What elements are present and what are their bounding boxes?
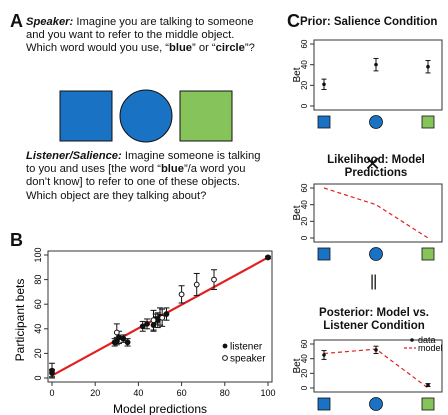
- speaker-text: Imagine you are talking to someone and y…: [26, 16, 254, 55]
- y-tick-label: 60: [300, 339, 309, 348]
- listener-text-2: ”/a word you don’t know] to refer to one…: [26, 163, 246, 202]
- y-tick-label: 80: [33, 275, 43, 285]
- legend-speaker-marker: [222, 355, 228, 361]
- plot-frame: [313, 183, 443, 243]
- green-square-stimulus: [179, 90, 233, 142]
- speaker-point: [178, 291, 185, 298]
- y-axis-label: Bet: [292, 205, 303, 220]
- y-tick-label: 40: [300, 200, 309, 209]
- listener-point: [265, 254, 271, 261]
- likelihood-chart: 0 20 40 60 Bet: [292, 183, 443, 261]
- plot-frame: [47, 250, 273, 383]
- speaker-point: [193, 281, 200, 288]
- x-tick-label: 0: [49, 388, 54, 398]
- y-tick-label: 20: [300, 368, 309, 377]
- x-tick-label: 80: [220, 388, 230, 398]
- speaker-point: [113, 329, 120, 336]
- plot-frame: [313, 39, 443, 111]
- listener-text-1: Imagine someone is talking to you and us…: [26, 150, 261, 176]
- speaker-word-blue: blue: [169, 42, 193, 55]
- listener-prompt: Listener/Salience: Imagine someone is ta…: [26, 150, 266, 203]
- x-tick-label: 100: [260, 388, 275, 398]
- stimulus-objects: [59, 89, 233, 143]
- y-tick-label: 0: [300, 385, 309, 390]
- speaker-point: [211, 276, 217, 283]
- posterior-title: Posterior: Model vs. Listener Condition: [319, 307, 429, 332]
- panel-c-letter: C: [287, 11, 300, 31]
- legend-model-label: model: [418, 343, 443, 353]
- speaker-word-circle: circle: [215, 42, 245, 55]
- data-point: [374, 348, 378, 352]
- y-axis-label: Bet: [292, 358, 303, 373]
- y-tick-label: 60: [33, 299, 43, 309]
- y-tick-label: 20: [300, 216, 309, 225]
- y-tick-label: 20: [33, 348, 43, 358]
- blue-square-icon: [317, 247, 331, 261]
- times-symbol: ×: [365, 148, 381, 178]
- speaker-point: [150, 317, 157, 324]
- legend: listener speaker: [222, 342, 266, 365]
- x-tick-label: 20: [90, 388, 100, 398]
- y-tick-label: 100: [33, 247, 43, 262]
- scatter-chart: 0 20 40 60 80 100 0 20 40 60 80 100 Participant bet…: [13, 247, 276, 415]
- listener-lead: Listener/Salience:: [26, 150, 122, 162]
- green-square-icon: [421, 115, 435, 129]
- plot-frame: [313, 339, 443, 393]
- data-point: [322, 82, 326, 87]
- equals-symbol: ||: [370, 273, 377, 290]
- y-axis-label: Participant bets: [13, 279, 27, 362]
- panel-b-letter: B: [10, 230, 23, 250]
- blue-circle-icon: [369, 115, 383, 129]
- y-tick-label: 40: [300, 60, 309, 69]
- data-point: [426, 64, 430, 69]
- y-tick-label: 0: [300, 235, 309, 240]
- speaker-end: ”?: [244, 42, 255, 55]
- green-square-icon: [421, 247, 435, 261]
- blue-circle-stimulus: [119, 89, 173, 143]
- y-tick-label: 0: [33, 375, 43, 380]
- listener-point: [49, 370, 55, 376]
- blue-square-icon: [317, 397, 331, 411]
- prior-title: Prior: Salience Condition: [300, 16, 438, 28]
- y-tick-label: 40: [33, 324, 43, 334]
- model-line: [323, 348, 429, 389]
- x-tick-label: 40: [133, 388, 143, 398]
- data-point: [426, 383, 430, 387]
- y-axis-label: Bet: [292, 67, 303, 82]
- data-point: [322, 353, 326, 357]
- listener-point: [124, 339, 131, 346]
- speaker-lead: Speaker:: [26, 16, 74, 28]
- model-line: [323, 187, 429, 239]
- data-point: [374, 62, 378, 67]
- legend-listener-label: listener: [230, 342, 263, 353]
- listener-point: [144, 320, 150, 327]
- listener-word-blue: blue: [160, 163, 184, 176]
- y-tick-label: 60: [300, 39, 309, 48]
- listener-point: [139, 323, 146, 330]
- blue-circle-icon: [369, 397, 383, 411]
- x-axis-label: Model predictions: [113, 402, 207, 415]
- y-tick-label: 60: [300, 183, 309, 192]
- blue-square-stimulus: [59, 90, 113, 142]
- y-tick-label: 0: [300, 103, 309, 108]
- speaker-point: [159, 314, 166, 321]
- x-tick-label: 60: [177, 388, 187, 398]
- blue-circle-icon: [369, 247, 383, 261]
- panel-a-letter: A: [10, 11, 23, 31]
- speaker-or: ” or “: [192, 42, 216, 55]
- speaker-prompt: Speaker: Imagine you are talking to some…: [26, 16, 266, 56]
- listener-point: [163, 311, 170, 317]
- prior-chart: 0 20 40 60 Bet: [292, 39, 443, 129]
- legend-data-marker: [410, 338, 414, 342]
- legend-listener-marker: [222, 343, 228, 349]
- green-square-icon: [421, 397, 435, 411]
- legend-speaker-label: speaker: [230, 354, 266, 365]
- y-tick-label: 20: [300, 80, 309, 89]
- blue-square-icon: [317, 115, 331, 129]
- likelihood-title: Likelihood: Model Predictions: [327, 154, 425, 179]
- legend-data-label: data: [418, 335, 436, 345]
- y-tick-label: 40: [300, 354, 309, 363]
